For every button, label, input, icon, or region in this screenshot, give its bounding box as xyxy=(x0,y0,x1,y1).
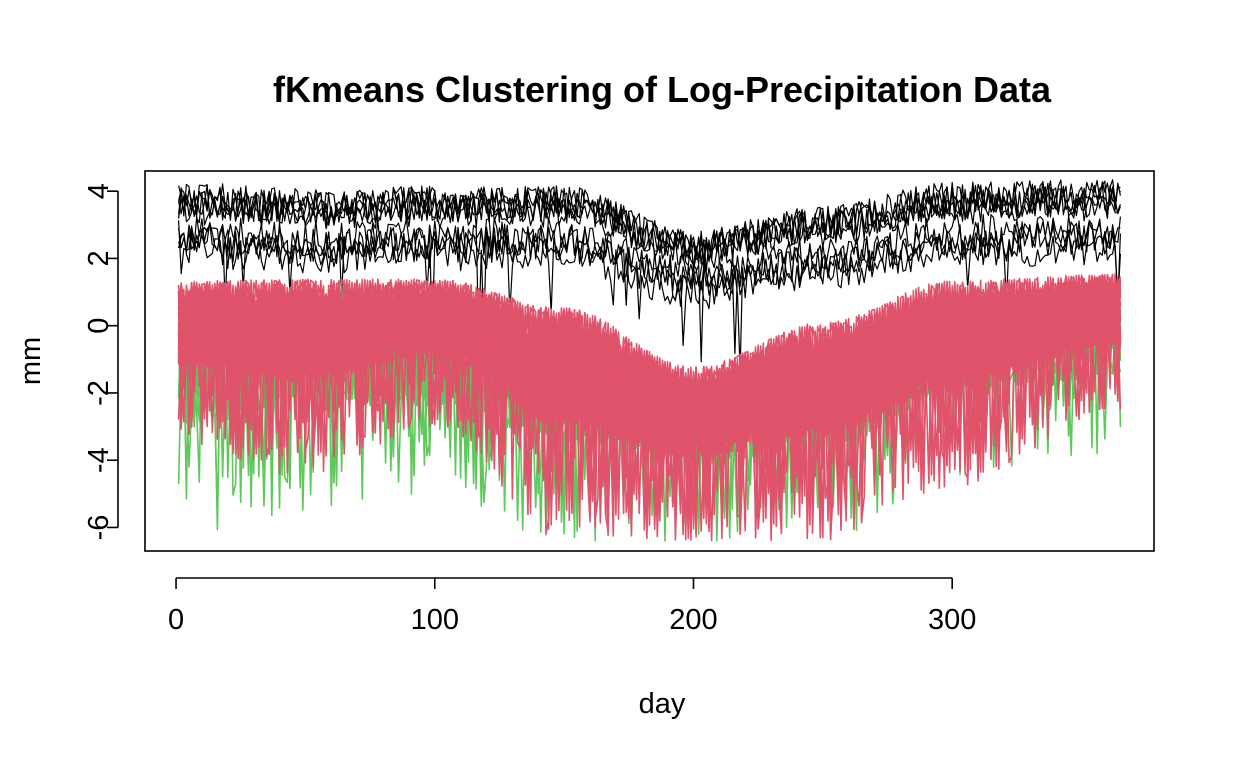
y-tick-label: -6 xyxy=(83,515,115,541)
y-tick-label: -4 xyxy=(83,447,115,473)
x-axis: 0 100 200 300 xyxy=(168,577,976,636)
y-tick-label: 4 xyxy=(83,183,115,199)
x-tick-label: 0 xyxy=(168,604,184,636)
x-tick-label: 200 xyxy=(669,604,717,636)
series-line xyxy=(177,273,1122,516)
series-line xyxy=(178,219,1121,347)
y-axis: -6 -4 -2 0 2 4 xyxy=(83,183,119,541)
y-tick-label: 2 xyxy=(83,250,115,266)
plot-frame xyxy=(144,170,1155,552)
series-line xyxy=(178,213,1121,305)
y-tick-label: 0 xyxy=(83,318,115,334)
y-tick-label: -2 xyxy=(83,380,115,406)
x-tick-label: 300 xyxy=(928,604,976,636)
series-line xyxy=(178,180,1121,266)
series-line xyxy=(177,274,1122,522)
series-lines xyxy=(177,179,1122,542)
y-axis-label: mm xyxy=(15,337,47,385)
series-line xyxy=(177,278,1122,536)
x-axis-label: day xyxy=(639,688,686,720)
chart-title: fKmeans Clustering of Log-Precipitation … xyxy=(273,69,1052,110)
x-tick-label: 100 xyxy=(411,604,459,636)
